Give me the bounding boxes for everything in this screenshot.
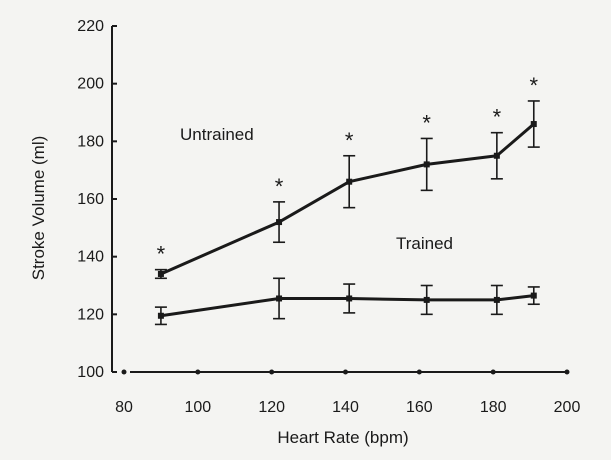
y-tick-label: 160 — [77, 191, 104, 208]
significance-marker: * — [345, 128, 354, 153]
x-tick-label: 160 — [406, 399, 433, 416]
significance-marker: * — [529, 73, 538, 98]
baseline-point — [269, 369, 275, 375]
data-point — [530, 292, 537, 299]
data-point — [423, 161, 430, 168]
significance-marker: * — [422, 110, 431, 135]
significance-marker: * — [157, 242, 166, 267]
x-tick-label: 80 — [115, 399, 133, 416]
data-point — [493, 152, 500, 159]
x-tick-label: 120 — [258, 399, 285, 416]
data-point — [157, 270, 164, 277]
series-label-untrained: Untrained — [180, 125, 254, 144]
y-tick-label: 200 — [77, 76, 104, 93]
series-label-trained: Trained — [396, 234, 453, 253]
data-point — [276, 219, 283, 226]
baseline-point — [490, 369, 496, 375]
series-untrained: * * * * * * — [154, 73, 540, 280]
y-tick-label: 120 — [77, 306, 104, 323]
significance-marker: * — [275, 174, 284, 199]
x-tick-label: 180 — [480, 399, 507, 416]
x-tick-label: 140 — [332, 399, 359, 416]
series-line — [160, 294, 534, 318]
data-point — [157, 312, 164, 319]
baseline-point — [343, 369, 348, 375]
y-tick-label: 180 — [77, 133, 104, 150]
baseline-point — [195, 369, 201, 375]
significance-marker: * — [493, 105, 502, 130]
data-point — [423, 296, 430, 303]
baseline-point — [564, 369, 570, 375]
axes: 100 120 140 160 180 200 220 80 100 120 140 160 180 20… — [77, 18, 580, 416]
baseline-point — [121, 369, 127, 375]
y-tick-label: 100 — [77, 364, 104, 381]
x-axis-title: Heart Rate (bpm) — [277, 428, 408, 447]
baseline-series — [121, 369, 570, 375]
data-point — [276, 295, 283, 302]
y-axis-title: Stroke Volume (ml) — [29, 136, 48, 281]
data-point — [346, 178, 353, 185]
series-line — [160, 122, 535, 276]
baseline-point — [416, 369, 422, 375]
data-point — [493, 296, 500, 303]
series-trained — [154, 277, 540, 326]
data-point — [346, 295, 353, 302]
x-tick-label: 200 — [554, 399, 581, 416]
y-tick-label: 140 — [77, 249, 104, 266]
y-tick-label: 220 — [77, 18, 104, 35]
data-series: * * * * * * — [154, 73, 540, 326]
x-tick-label: 100 — [184, 399, 211, 416]
data-point — [530, 121, 537, 128]
